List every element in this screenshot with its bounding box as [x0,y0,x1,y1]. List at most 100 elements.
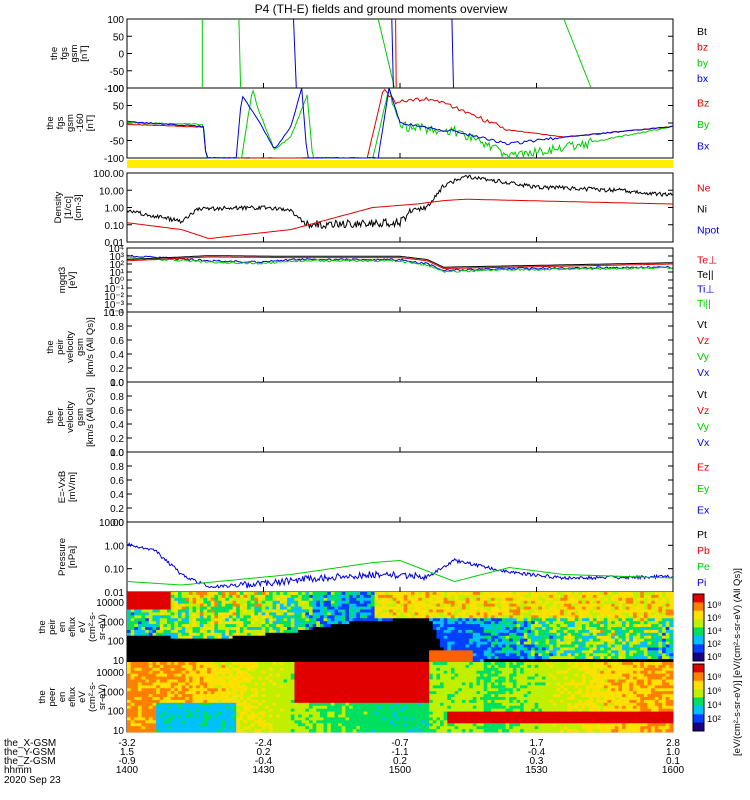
y-axis-label: [1/cc] [63,196,74,219]
date-label: 2020 Sep 23 [4,775,61,786]
legend-Vz: Vz [697,335,709,347]
colorbar-tick-label: 10² [707,714,721,725]
x-row-label: hhmm [4,765,32,776]
legend-Ne: Ne [697,183,711,195]
y-axis-label: the [45,410,56,423]
y-tick-label: 1.00 [105,541,125,552]
y-axis-label: Density [53,191,64,223]
y-axis-label: -160 [75,113,86,132]
heatmap-peir [127,592,674,663]
y-tick-label: 10 [113,656,125,667]
plot-title: P4 (TH-E) fields and ground moments over… [255,2,508,16]
y-tick-label: 100 [107,15,124,26]
y-tick-label: 10³ [110,252,125,263]
x-tick-label: 1.7 [530,738,544,749]
y-tick-label: 1000 [102,687,125,698]
x-tick-label: 0.3 [530,756,544,767]
x-row-label: the_Y-GSM [4,747,55,758]
y-axis-label: eflux [67,687,78,707]
y-axis-label: gsm [75,408,86,426]
x-tick-label: 1600 [662,765,685,776]
y-tick-label: 100 [107,637,124,648]
y-axis-label: sr-eV) [97,684,108,710]
legend-Pb: Pb [697,545,710,557]
y-tick-label: 0.4 [110,490,124,501]
legend-Ex: Ex [697,504,710,516]
y-tick-label: 0.8 [110,392,124,403]
trace-Bx [126,87,674,159]
y-tick-label: -50 [110,137,125,148]
x-tick-label: -1.1 [391,747,409,758]
y-tick-label: 0.6 [110,406,124,417]
y-tick-label: 10⁻⁴ [103,308,124,319]
legend-Ni: Ni [697,204,707,216]
legend-By: By [697,119,710,131]
colorbar-tick-label: 10² [707,639,721,650]
panel-frame-6 [126,381,674,453]
y-axis-label: gsm [69,44,80,62]
y-tick-label: 10¹ [110,268,125,279]
y-axis-label: [nT] [79,45,90,61]
x-tick-label: -2.4 [255,738,273,749]
legend-by: by [697,57,709,69]
y-tick-label: 0.2 [110,364,124,375]
y-axis-label: en [57,622,68,633]
panel-frame-7 [126,451,674,523]
y-axis-label: eV [77,691,88,703]
y-tick-label: 1.00 [105,204,125,215]
colorbar-tick-label: 10⁴ [707,626,722,637]
y-tick-label: 1000 [102,617,125,628]
y-tick-label: -50 [110,67,125,78]
legend-Bt: Bt [697,26,707,38]
y-axis-label: the [37,690,48,703]
y-tick-label: 10000 [96,598,124,609]
y-axis-label: peir [55,339,66,355]
x-tick-label: 2.8 [666,738,680,749]
colorbar-tick-label: 10⁰ [707,652,722,663]
colorbar-peer [692,663,705,732]
x-tick-label: -0.9 [118,756,136,767]
legend-Pe: Pe [697,561,710,573]
y-tick-label: 10² [110,260,125,271]
y-tick-label: 10⁰ [109,276,124,287]
x-tick-label: 1530 [525,765,548,776]
y-tick-label: 0 [118,119,124,130]
y-axis-label: sr-eV) [97,614,108,640]
x-tick-label: 0.2 [257,747,271,758]
y-axis-label: the [37,620,48,633]
y-axis-label: [nT] [85,115,96,131]
y-axis-label: Pressure [57,538,68,576]
legend-Ey: Ey [697,483,710,495]
y-axis-label: E=-VxB [57,471,68,503]
y-tick-label: 0.4 [110,420,124,431]
y-axis-label: eV [77,621,88,633]
legend-bz: bz [697,42,708,54]
y-tick-label: 0.2 [110,434,124,445]
trace-Ni [126,174,674,230]
legend-Ez: Ez [697,462,709,474]
y-tick-label: 0.8 [110,322,124,333]
y-axis-label: [cm-3] [73,194,84,220]
panel-frame-1 [126,18,674,89]
x-tick-label: 1430 [252,765,275,776]
legend-Te⊥: Te⊥ [697,254,717,266]
trace-bx [293,18,297,89]
legend-Vt: Vt [697,319,707,331]
y-tick-label: 10.00 [99,518,124,529]
trace-Pe [126,559,674,586]
heatmap-peer [127,662,674,733]
trace-by [563,18,592,89]
y-axis-label: fgs [59,47,70,60]
x-tick-label: 0.1 [666,756,680,767]
legend-Te||: Te|| [697,269,714,281]
y-axis-label: (cm²-s- [87,612,98,642]
legend-Vy: Vy [697,421,710,433]
y-tick-label: 0.0 [110,518,124,529]
y-tick-label: -100 [104,154,124,165]
y-tick-label: 0 [118,50,124,61]
legend-Vt: Vt [697,389,707,401]
trace-bx [391,18,394,89]
y-axis-label: gsm [65,114,76,132]
y-axis-label: [km/s (All Qs)] [85,317,96,377]
y-tick-label: 10⁻¹ [104,284,124,295]
